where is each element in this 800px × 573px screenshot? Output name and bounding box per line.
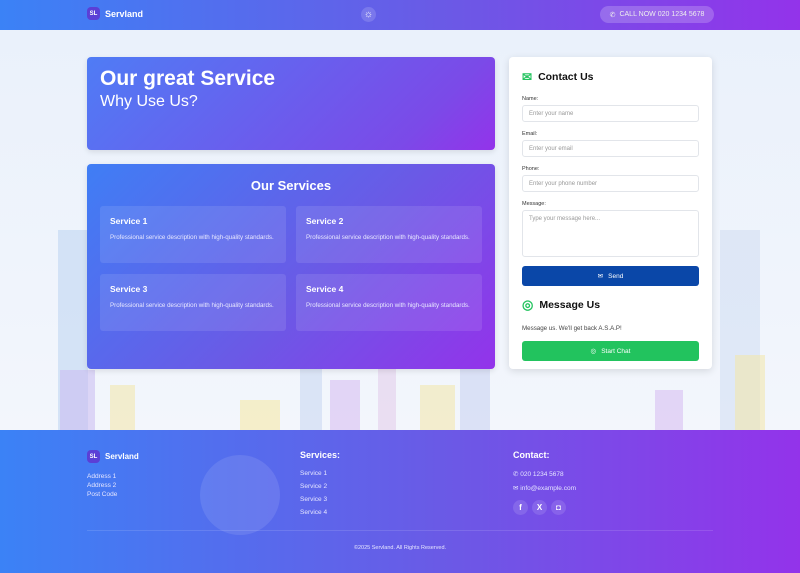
services-title: Our Services <box>250 178 332 193</box>
envelope-icon: ✉ <box>597 273 604 280</box>
address-line: Post Code <box>87 491 118 498</box>
footer-contact-title: Contact: <box>513 450 550 460</box>
logo-badge: SL <box>87 450 100 463</box>
phone-icon: ✆ <box>609 11 616 19</box>
address-line: Address 2 <box>87 482 117 489</box>
footer-services-col: Services: Service 1 Service 2 Service 3 … <box>300 450 340 522</box>
footer-divider <box>87 530 713 531</box>
logo-badge: SL <box>87 7 100 20</box>
whatsapp-icon: ◎ <box>590 348 597 355</box>
phone-label: Phone: <box>522 166 540 172</box>
service-desc: Professional service description with hi… <box>306 302 470 309</box>
send-button[interactable]: ✉ Send <box>522 266 699 286</box>
facebook-icon[interactable]: f <box>513 500 528 515</box>
footer-brand: Servland <box>105 452 139 461</box>
start-chat-button[interactable]: ◎ Start Chat <box>522 341 699 361</box>
envelope-icon: ✉ <box>522 70 533 84</box>
theme-toggle-sun-icon[interactable]: ☼ <box>361 7 376 22</box>
footer-service-link[interactable]: Service 3 <box>300 496 328 503</box>
phone-input[interactable]: Enter your phone number <box>522 175 699 192</box>
footer-service-link[interactable]: Service 4 <box>300 509 328 516</box>
service-title: Service 1 <box>110 216 148 226</box>
phone-icon: ✆ <box>513 471 521 478</box>
message-us-title: Message Us <box>539 299 601 311</box>
brand-name: Servland <box>105 8 144 19</box>
logo[interactable]: SL Servland <box>87 7 143 20</box>
call-now-label: CALL NOW 020 1234 5678 <box>619 11 705 18</box>
message-us-text: Message us. We'll get back A.S.A.P! <box>522 325 622 332</box>
hero-card: Our great Service Why Use Us? <box>87 57 495 150</box>
message-label: Message: <box>522 201 546 207</box>
call-now-button[interactable]: ✆ CALL NOW 020 1234 5678 <box>600 6 714 23</box>
email-input[interactable]: Enter your email <box>522 140 699 157</box>
name-input[interactable]: Enter your name <box>522 105 699 122</box>
contact-card: ✉ Contact Us Name: Enter your name Email:… <box>509 57 712 369</box>
service-card: Service 3 Professional service descripti… <box>100 274 286 331</box>
footer-phone-text: 020 1234 5678 <box>520 471 564 478</box>
footer: SL Servland Address 1 Address 2 Post Cod… <box>0 430 800 573</box>
footer-services-title: Services: <box>300 450 341 460</box>
footer-phone[interactable]: ✆ 020 1234 5678 <box>513 470 576 478</box>
footer-brand-col: SL Servland Address 1 Address 2 Post Cod… <box>87 450 139 504</box>
service-card: Service 4 Professional service descripti… <box>296 274 482 331</box>
x-icon[interactable]: X <box>532 500 547 515</box>
name-label: Name: <box>522 96 539 102</box>
service-title: Service 4 <box>306 284 344 294</box>
address-line: Address 1 <box>87 473 117 480</box>
email-label: Email: <box>522 131 538 137</box>
message-textarea[interactable]: Type your message here... <box>522 210 699 257</box>
start-chat-label: Start Chat <box>601 347 631 355</box>
footer-email-text: info@example.com <box>520 485 576 492</box>
service-card: Service 2 Professional service descripti… <box>296 206 482 263</box>
whatsapp-icon: ◎ <box>522 297 534 312</box>
footer-contact-col: Contact: ✆ 020 1234 5678 ✉ info@example.… <box>513 450 576 515</box>
envelope-icon: ✉ <box>513 485 521 492</box>
header: SL Servland ☼ ✆ CALL NOW 020 1234 5678 <box>0 0 800 30</box>
footer-email[interactable]: ✉ info@example.com <box>513 484 576 492</box>
hero-subtitle: Why Use Us? <box>100 93 198 110</box>
service-title: Service 3 <box>110 284 148 294</box>
services-card: Our Services Service 1 Professional serv… <box>87 164 495 369</box>
hero-title: Our great Service <box>100 67 276 90</box>
send-label: Send <box>608 272 624 280</box>
contact-title: Contact Us <box>538 71 594 83</box>
copyright: ©2025 Servland. All Rights Reserved. <box>353 545 447 551</box>
footer-service-link[interactable]: Service 1 <box>300 470 328 477</box>
service-desc: Professional service description with hi… <box>110 234 274 241</box>
service-card: Service 1 Professional service descripti… <box>100 206 286 263</box>
footer-service-link[interactable]: Service 2 <box>300 483 328 490</box>
service-title: Service 2 <box>306 216 344 226</box>
service-desc: Professional service description with hi… <box>306 234 470 241</box>
service-desc: Professional service description with hi… <box>110 302 274 309</box>
instagram-icon[interactable]: ◘ <box>551 500 566 515</box>
